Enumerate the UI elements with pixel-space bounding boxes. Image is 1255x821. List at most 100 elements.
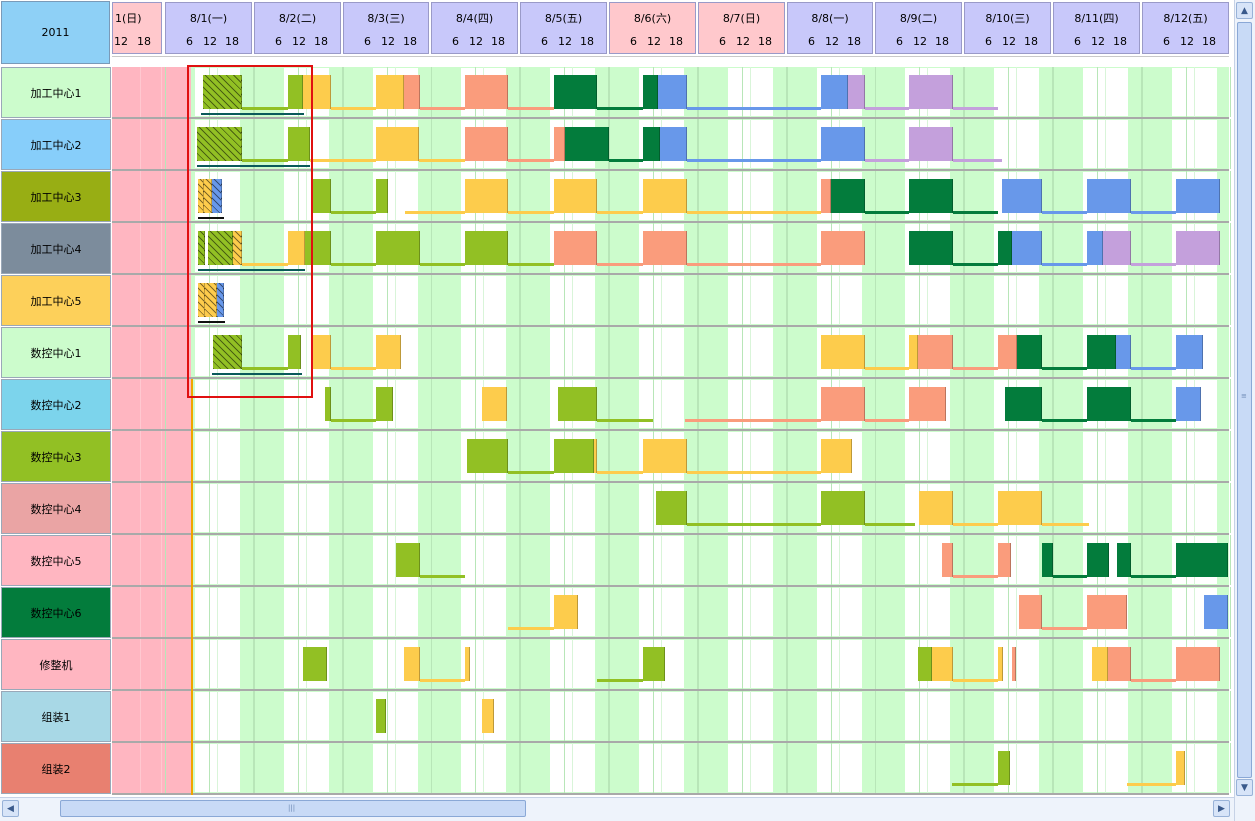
task-bar[interactable]: [212, 179, 222, 213]
task-bar[interactable]: [1042, 543, 1053, 577]
task-bar[interactable]: [1176, 179, 1220, 213]
task-bar[interactable]: [848, 75, 865, 109]
task-bar[interactable]: [821, 75, 848, 109]
task-bar[interactable]: [998, 491, 1042, 525]
task-bar[interactable]: [1176, 647, 1220, 681]
task-bar[interactable]: [217, 283, 224, 317]
task-bar[interactable]: [821, 387, 865, 421]
task-bar[interactable]: [233, 231, 242, 265]
task-bar[interactable]: [288, 231, 305, 265]
horizontal-scroll-thumb[interactable]: [60, 800, 526, 817]
task-bar[interactable]: [1012, 647, 1016, 681]
task-bar[interactable]: [404, 75, 420, 109]
task-bar[interactable]: [325, 387, 331, 421]
task-bar[interactable]: [1176, 231, 1220, 265]
task-bar[interactable]: [1176, 335, 1203, 369]
task-bar[interactable]: [554, 127, 565, 161]
task-bar[interactable]: [998, 647, 1003, 681]
task-bar[interactable]: [998, 543, 1011, 577]
resource-label[interactable]: 数控中心3: [1, 431, 111, 482]
task-bar[interactable]: [376, 699, 386, 733]
task-bar[interactable]: [465, 75, 508, 109]
task-bar[interactable]: [203, 75, 242, 109]
task-bar[interactable]: [376, 335, 401, 369]
task-bar[interactable]: [1092, 647, 1108, 681]
task-bar[interactable]: [305, 231, 331, 265]
task-bar[interactable]: [909, 231, 953, 265]
task-bar[interactable]: [909, 127, 953, 161]
scroll-up-button[interactable]: ▲: [1236, 2, 1253, 19]
task-bar[interactable]: [313, 179, 331, 213]
task-bar[interactable]: [1204, 595, 1228, 629]
task-bar[interactable]: [396, 543, 420, 577]
scroll-right-button[interactable]: ▶: [1213, 800, 1230, 817]
task-bar[interactable]: [909, 75, 953, 109]
task-bar[interactable]: [554, 439, 594, 473]
task-bar[interactable]: [208, 231, 233, 265]
task-bar[interactable]: [1176, 387, 1201, 421]
task-bar[interactable]: [831, 179, 865, 213]
task-bar[interactable]: [376, 387, 393, 421]
scroll-left-button[interactable]: ◀: [2, 800, 19, 817]
resource-label[interactable]: 组装2: [1, 743, 111, 794]
task-bar[interactable]: [205, 283, 217, 317]
task-bar[interactable]: [465, 647, 470, 681]
task-bar[interactable]: [1087, 595, 1127, 629]
task-bar[interactable]: [554, 179, 597, 213]
task-bar[interactable]: [942, 543, 953, 577]
task-bar[interactable]: [821, 231, 865, 265]
task-bar[interactable]: [1176, 751, 1185, 785]
resource-label[interactable]: 加工中心2: [1, 119, 111, 170]
task-bar[interactable]: [1108, 647, 1131, 681]
task-bar[interactable]: [1103, 231, 1131, 265]
horizontal-scrollbar[interactable]: ◀ ||| ▶: [0, 797, 1234, 821]
task-bar[interactable]: [376, 127, 419, 161]
task-bar[interactable]: [643, 439, 687, 473]
task-bar[interactable]: [303, 75, 331, 109]
task-bar[interactable]: [558, 387, 597, 421]
task-bar[interactable]: [658, 75, 687, 109]
vertical-scroll-thumb[interactable]: [1237, 22, 1252, 778]
task-bar[interactable]: [821, 179, 831, 213]
task-bar[interactable]: [554, 75, 597, 109]
task-bar[interactable]: [482, 387, 507, 421]
task-bar[interactable]: [1012, 231, 1042, 265]
task-bar[interactable]: [482, 699, 494, 733]
task-bar[interactable]: [1116, 335, 1131, 369]
task-bar[interactable]: [376, 179, 388, 213]
task-bar[interactable]: [565, 127, 609, 161]
task-bar[interactable]: [998, 335, 1017, 369]
task-bar[interactable]: [198, 231, 205, 265]
task-bar[interactable]: [1087, 231, 1103, 265]
task-bar[interactable]: [1117, 543, 1131, 577]
task-bar[interactable]: [465, 179, 508, 213]
task-bar[interactable]: [1087, 335, 1116, 369]
task-bar[interactable]: [918, 335, 953, 369]
resource-label[interactable]: 加工中心4: [1, 223, 111, 274]
task-bar[interactable]: [376, 75, 404, 109]
task-bar[interactable]: [643, 231, 687, 265]
task-bar[interactable]: [465, 231, 508, 265]
task-bar[interactable]: [919, 491, 953, 525]
resource-label[interactable]: 加工中心3: [1, 171, 111, 222]
task-bar[interactable]: [1005, 387, 1042, 421]
task-bar[interactable]: [821, 127, 865, 161]
task-bar[interactable]: [1176, 543, 1228, 577]
task-bar[interactable]: [909, 335, 918, 369]
task-bar[interactable]: [643, 127, 660, 161]
selection-rectangle[interactable]: [187, 65, 313, 398]
task-bar[interactable]: [594, 439, 597, 473]
task-bar[interactable]: [998, 231, 1012, 265]
task-bar[interactable]: [1087, 543, 1109, 577]
task-bar[interactable]: [643, 179, 687, 213]
task-bar[interactable]: [909, 387, 946, 421]
task-bar[interactable]: [1017, 335, 1042, 369]
vertical-scrollbar[interactable]: ▲ ≡ ▼: [1234, 0, 1255, 821]
resource-label[interactable]: 加工中心5: [1, 275, 111, 326]
resource-label[interactable]: 数控中心5: [1, 535, 111, 586]
task-bar[interactable]: [288, 75, 303, 109]
task-bar[interactable]: [660, 127, 687, 161]
task-bar[interactable]: [312, 335, 331, 369]
task-bar[interactable]: [198, 179, 204, 213]
scroll-down-button[interactable]: ▼: [1236, 779, 1253, 796]
